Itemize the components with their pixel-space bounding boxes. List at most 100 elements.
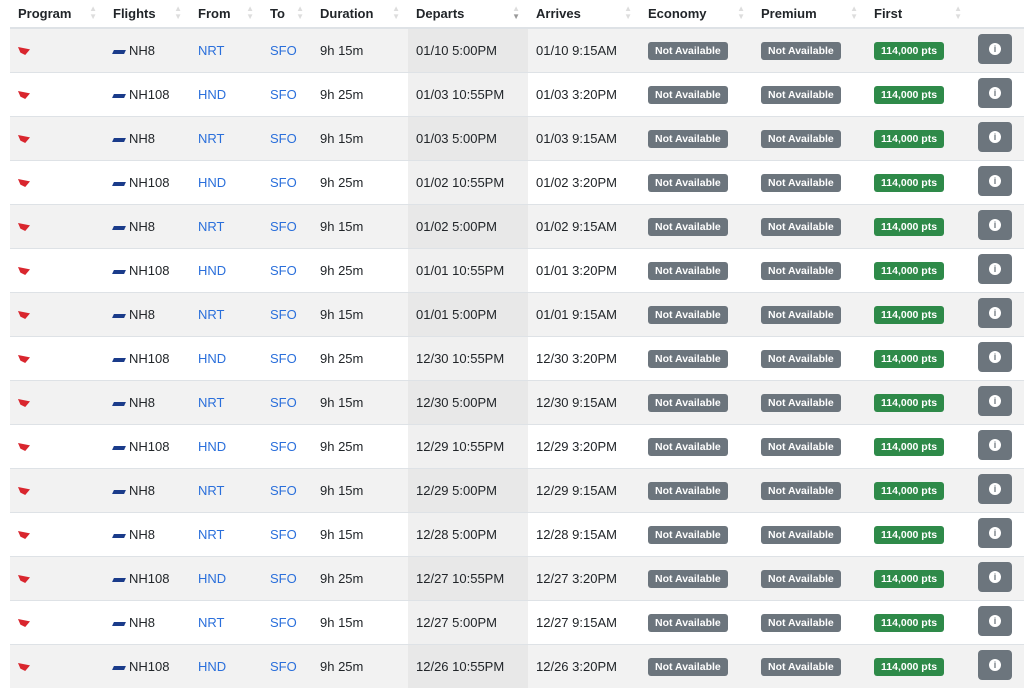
first-badge[interactable]: 114,000 pts [874, 41, 945, 60]
column-header-duration[interactable]: Duration ▲ ▼ [312, 0, 408, 29]
destination-link[interactable]: SFO [270, 43, 297, 58]
column-header-flights[interactable]: Flights ▲ ▼ [105, 0, 190, 29]
origin-link[interactable]: NRT [198, 615, 225, 630]
destination-link[interactable]: SFO [270, 659, 297, 674]
first-badge[interactable]: 114,000 pts [874, 481, 945, 500]
column-header-from[interactable]: From ▲ ▼ [190, 0, 262, 29]
economy-badge: Not Available [648, 525, 728, 544]
first-badge[interactable]: 114,000 pts [874, 613, 945, 632]
origin-link[interactable]: HND [198, 175, 227, 190]
info-button[interactable]: i [978, 518, 1012, 548]
sort-icon[interactable]: ▲ ▼ [392, 4, 400, 21]
first-badge[interactable]: 114,000 pts [874, 393, 945, 412]
info-button[interactable]: i [978, 34, 1012, 64]
sort-icon[interactable]: ▲ ▼ [512, 4, 520, 21]
table-row: NH8 NRT SFO 9h 15m 12/28 5:00PM 12/28 9:… [10, 512, 1024, 557]
destination-link[interactable]: SFO [270, 351, 297, 366]
origin-link[interactable]: NRT [198, 395, 225, 410]
info-button[interactable]: i [978, 122, 1012, 152]
departs: 12/29 5:00PM [408, 468, 528, 513]
origin-link[interactable]: HND [198, 87, 227, 102]
sort-icon[interactable]: ▲ ▼ [246, 4, 254, 21]
sort-icon[interactable]: ▲ ▼ [174, 4, 182, 21]
sort-icon[interactable]: ▲ ▼ [624, 4, 632, 21]
first-badge[interactable]: 114,000 pts [874, 305, 945, 324]
destination-link[interactable]: SFO [270, 439, 297, 454]
column-header-arrives[interactable]: Arrives ▲ ▼ [528, 0, 640, 29]
airline-logo-icon [112, 49, 126, 54]
info-button[interactable]: i [978, 342, 1012, 372]
info-button[interactable]: i [978, 298, 1012, 328]
origin-link[interactable]: HND [198, 439, 227, 454]
sort-icon[interactable]: ▲ ▼ [850, 4, 858, 21]
origin-link[interactable]: NRT [198, 131, 225, 146]
info-button[interactable]: i [978, 430, 1012, 460]
destination-link[interactable]: SFO [270, 571, 297, 586]
first-badge[interactable]: 114,000 pts [874, 85, 945, 104]
column-header-first[interactable]: First ▲ ▼ [866, 0, 970, 29]
duration: 9h 25m [312, 248, 408, 293]
destination-link[interactable]: SFO [270, 395, 297, 410]
first-badge[interactable]: 114,000 pts [874, 129, 945, 148]
info-button[interactable]: i [978, 562, 1012, 592]
first-badge[interactable]: 114,000 pts [874, 261, 945, 280]
info-button[interactable]: i [978, 606, 1012, 636]
destination-link[interactable]: SFO [270, 219, 297, 234]
destination-link[interactable]: SFO [270, 175, 297, 190]
first-badge[interactable]: 114,000 pts [874, 525, 945, 544]
duration: 9h 25m [312, 424, 408, 469]
origin-link[interactable]: NRT [198, 307, 225, 322]
sort-icon[interactable]: ▲ ▼ [954, 4, 962, 21]
column-header-premium[interactable]: Premium ▲ ▼ [753, 0, 866, 29]
premium-badge: Not Available [761, 393, 841, 412]
program-logo-icon [18, 487, 30, 495]
destination-link[interactable]: SFO [270, 87, 297, 102]
first-badge[interactable]: 114,000 pts [874, 217, 945, 236]
origin-link[interactable]: NRT [198, 483, 225, 498]
column-header-program[interactable]: Program ▲ ▼ [10, 0, 105, 29]
info-button[interactable]: i [978, 78, 1012, 108]
first-badge[interactable]: 114,000 pts [874, 437, 945, 456]
program-logo-icon [18, 91, 30, 99]
origin-link[interactable]: HND [198, 659, 227, 674]
sort-icon[interactable]: ▲ ▼ [737, 4, 745, 21]
premium-badge: Not Available [761, 525, 841, 544]
first-badge[interactable]: 114,000 pts [874, 349, 945, 368]
first-badge[interactable]: 114,000 pts [874, 657, 945, 676]
column-header-economy[interactable]: Economy ▲ ▼ [640, 0, 753, 29]
table-row: NH108 HND SFO 9h 25m 01/03 10:55PM 01/03… [10, 72, 1024, 117]
origin-link[interactable]: NRT [198, 219, 225, 234]
destination-link[interactable]: SFO [270, 263, 297, 278]
first-badge[interactable]: 114,000 pts [874, 173, 945, 192]
info-button[interactable]: i [978, 166, 1012, 196]
origin-link[interactable]: HND [198, 263, 227, 278]
origin-link[interactable]: NRT [198, 43, 225, 58]
program-logo-icon [18, 663, 30, 671]
departs: 01/02 10:55PM [408, 160, 528, 205]
economy-badge: Not Available [648, 129, 728, 148]
origin-link[interactable]: NRT [198, 527, 225, 542]
info-button[interactable]: i [978, 386, 1012, 416]
table-row: NH8 NRT SFO 9h 15m 01/03 5:00PM 01/03 9:… [10, 116, 1024, 161]
sort-icon[interactable]: ▲ ▼ [89, 4, 97, 21]
column-label: Duration [320, 6, 374, 21]
origin-link[interactable]: HND [198, 351, 227, 366]
column-header-to[interactable]: To ▲ ▼ [262, 0, 312, 29]
destination-link[interactable]: SFO [270, 307, 297, 322]
origin-link[interactable]: HND [198, 571, 227, 586]
column-header-departs[interactable]: Departs ▲ ▼ [408, 0, 528, 29]
table-row: NH108 HND SFO 9h 25m 12/26 10:55PM 12/26… [10, 644, 1024, 688]
program-logo-icon [18, 267, 30, 275]
first-badge[interactable]: 114,000 pts [874, 569, 945, 588]
column-header-actions[interactable]: ▲▼ [970, 0, 1024, 29]
info-button[interactable]: i [978, 474, 1012, 504]
destination-link[interactable]: SFO [270, 615, 297, 630]
destination-link[interactable]: SFO [270, 131, 297, 146]
flight-number: NH108 [129, 351, 170, 366]
destination-link[interactable]: SFO [270, 483, 297, 498]
destination-link[interactable]: SFO [270, 527, 297, 542]
sort-icon[interactable]: ▲ ▼ [296, 4, 304, 21]
info-button[interactable]: i [978, 254, 1012, 284]
info-button[interactable]: i [978, 650, 1012, 680]
info-button[interactable]: i [978, 210, 1012, 240]
